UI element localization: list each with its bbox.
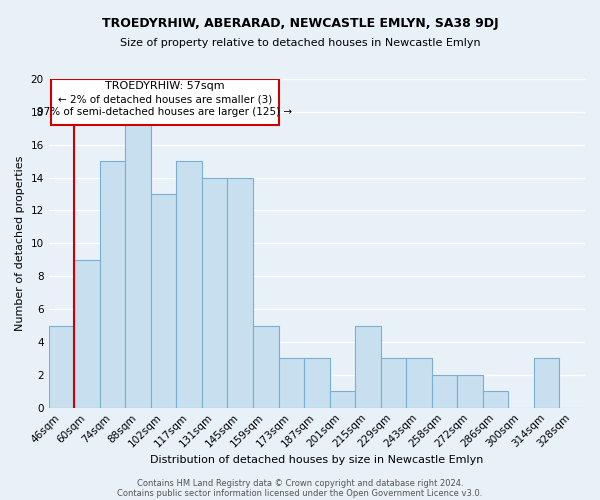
Bar — [253, 326, 278, 407]
Bar — [125, 112, 151, 408]
Bar — [432, 375, 457, 408]
Bar — [151, 194, 176, 408]
Text: TROEDYRHIW: 57sqm: TROEDYRHIW: 57sqm — [105, 82, 224, 92]
Text: TROEDYRHIW, ABERARAD, NEWCASTLE EMLYN, SA38 9DJ: TROEDYRHIW, ABERARAD, NEWCASTLE EMLYN, S… — [101, 18, 499, 30]
Bar — [406, 358, 432, 408]
Text: 97% of semi-detached houses are larger (125) →: 97% of semi-detached houses are larger (… — [37, 107, 292, 117]
Bar — [483, 392, 508, 407]
Bar — [227, 178, 253, 408]
Bar — [202, 178, 227, 408]
Y-axis label: Number of detached properties: Number of detached properties — [15, 156, 25, 331]
Text: Contains HM Land Registry data © Crown copyright and database right 2024.: Contains HM Land Registry data © Crown c… — [137, 478, 463, 488]
Bar — [304, 358, 329, 408]
Bar — [457, 375, 483, 408]
Text: Size of property relative to detached houses in Newcastle Emlyn: Size of property relative to detached ho… — [119, 38, 481, 48]
X-axis label: Distribution of detached houses by size in Newcastle Emlyn: Distribution of detached houses by size … — [150, 455, 484, 465]
Bar — [176, 161, 202, 408]
Bar — [380, 358, 406, 408]
Bar — [534, 358, 559, 408]
Bar — [74, 260, 100, 408]
Text: ← 2% of detached houses are smaller (3): ← 2% of detached houses are smaller (3) — [58, 94, 272, 104]
Bar — [355, 326, 380, 407]
Text: Contains public sector information licensed under the Open Government Licence v3: Contains public sector information licen… — [118, 488, 482, 498]
FancyBboxPatch shape — [51, 79, 278, 125]
Bar — [329, 392, 355, 407]
Bar — [49, 326, 74, 407]
Bar — [100, 161, 125, 408]
Bar — [278, 358, 304, 408]
